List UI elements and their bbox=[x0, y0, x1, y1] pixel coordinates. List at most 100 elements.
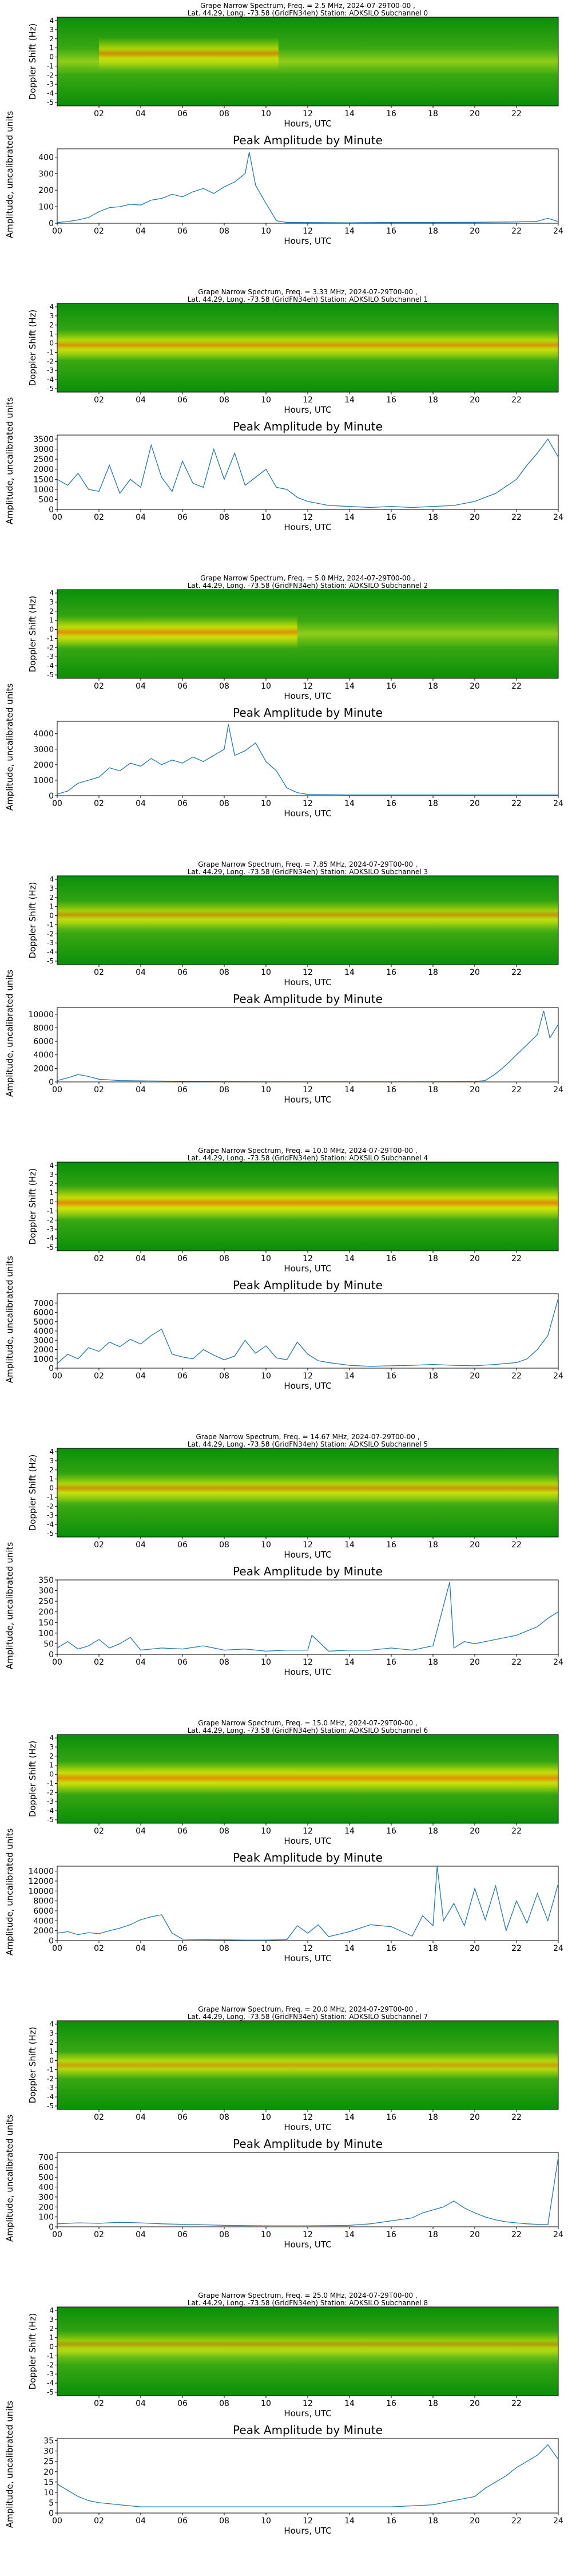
spectrogram-xtick-label: 04 bbox=[136, 396, 146, 405]
spectrogram-xtick-label: 04 bbox=[136, 109, 146, 118]
spectrogram-ytick-label: -2 bbox=[47, 357, 54, 365]
amplitude-xtick-label: 22 bbox=[511, 2516, 522, 2526]
amplitude-ytick-label: 2500 bbox=[33, 455, 54, 464]
spectrogram-ytick-label: -1 bbox=[47, 1493, 54, 1501]
spectrogram-xlabel: Hours, UTC bbox=[284, 1550, 331, 1560]
amplitude-ytick-label: 3000 bbox=[33, 1336, 54, 1345]
spectrogram-ytick-label: 2 bbox=[49, 321, 54, 329]
amplitude-ytick-label: 500 bbox=[38, 2173, 54, 2182]
spectrogram-xtick-label: 12 bbox=[303, 396, 313, 405]
spectrogram-xtick-label: 12 bbox=[303, 109, 313, 118]
spectrogram-ytick-label: -2 bbox=[47, 1788, 54, 1796]
amplitude-ytick-label: 8000 bbox=[33, 1897, 54, 1906]
amplitude-series-line bbox=[57, 724, 558, 796]
spectrogram-ytick-label: -5 bbox=[47, 957, 54, 965]
amplitude-xtick-label: 22 bbox=[511, 1085, 522, 1095]
amplitude-xtick-label: 10 bbox=[261, 1372, 271, 1381]
spectrogram-xtick-label: 12 bbox=[303, 2113, 313, 2122]
amplitude-chart-8: Peak Amplitude by Minute0510152025303500… bbox=[5, 2401, 563, 2536]
amplitude-ytick-label: 6000 bbox=[33, 1907, 54, 1916]
amplitude-title: Peak Amplitude by Minute bbox=[233, 706, 383, 720]
amplitude-xtick-label: 10 bbox=[261, 1085, 271, 1095]
spectrogram-xtick-label: 18 bbox=[428, 396, 438, 405]
spectrogram-ytick-label: -2 bbox=[47, 2075, 54, 2083]
amplitude-chart-6: Peak Amplitude by Minute0200040006000800… bbox=[5, 1828, 563, 1963]
spectrogram-xlabel: Hours, UTC bbox=[284, 2408, 331, 2419]
spectrogram-ytick-label: 0 bbox=[49, 53, 54, 61]
spectrogram-xtick-label: 22 bbox=[511, 682, 522, 691]
spectrogram-ytick-label: -2 bbox=[47, 71, 54, 79]
amplitude-xtick-label: 18 bbox=[428, 1085, 438, 1095]
spectrogram-ytick-label: -4 bbox=[47, 1807, 54, 1815]
spectrogram-title-line1: Grape Narrow Spectrum, Freq. = 7.85 MHz,… bbox=[198, 860, 417, 868]
amplitude-xtick-label: 08 bbox=[219, 799, 229, 808]
spectrogram-xtick-label: 12 bbox=[303, 682, 313, 691]
amplitude-xlabel: Hours, UTC bbox=[284, 1667, 331, 1677]
amplitude-xtick-label: 16 bbox=[386, 2516, 396, 2526]
amplitude-ytick-label: 50 bbox=[43, 1639, 54, 1649]
amplitude-xtick-label: 18 bbox=[428, 1944, 438, 1953]
amplitude-xtick-label: 12 bbox=[303, 1944, 313, 1953]
amplitude-xlabel: Hours, UTC bbox=[284, 808, 331, 819]
spectrogram-xtick-label: 18 bbox=[428, 2399, 438, 2408]
amplitude-xtick-label: 04 bbox=[136, 227, 146, 236]
amplitude-chart-3: Peak Amplitude by Minute0200040006000800… bbox=[5, 970, 563, 1105]
amplitude-ytick-label: 1000 bbox=[33, 776, 54, 785]
spectrogram-xtick-label: 02 bbox=[94, 1254, 104, 1263]
spectrogram-ytick-label: -5 bbox=[47, 1530, 54, 1538]
amplitude-xtick-label: 10 bbox=[261, 227, 271, 236]
spectrogram-ytick-label: 1 bbox=[49, 330, 54, 338]
amplitude-frame bbox=[57, 434, 559, 510]
amplitude-frame bbox=[57, 1293, 559, 1369]
amplitude-frame bbox=[57, 2438, 559, 2514]
spectrogram-ytick-label: 3 bbox=[49, 1743, 54, 1751]
amplitude-xtick-label: 02 bbox=[94, 799, 104, 808]
spectrogram-xtick-label: 14 bbox=[344, 682, 355, 691]
spectrogram-xtick-label: 22 bbox=[511, 2113, 522, 2122]
amplitude-ytick-label: 100 bbox=[38, 1629, 54, 1638]
amplitude-ytick-label: 1500 bbox=[33, 475, 54, 484]
spectrogram-8: Grape Narrow Spectrum, Freq. = 25.0 MHz,… bbox=[27, 2291, 559, 2419]
amplitude-ytick-label: 10000 bbox=[28, 1010, 54, 1020]
spectrogram-ytick-label: 3 bbox=[49, 2316, 54, 2324]
amplitude-frame bbox=[57, 2152, 559, 2227]
spectrogram-signal-band bbox=[57, 615, 297, 649]
amplitude-xtick-label: 18 bbox=[428, 2230, 438, 2239]
amplitude-xtick-label: 22 bbox=[511, 513, 522, 522]
amplitude-frame bbox=[57, 1007, 559, 1082]
amplitude-xtick-label: 02 bbox=[94, 513, 104, 522]
amplitude-xtick-label: 14 bbox=[344, 2230, 355, 2239]
spectrogram-xtick-label: 08 bbox=[219, 1827, 229, 1836]
amplitude-xtick-label: 16 bbox=[386, 1944, 396, 1953]
amplitude-xtick-label: 00 bbox=[52, 1085, 62, 1095]
spectrogram-xlabel: Hours, UTC bbox=[284, 691, 331, 701]
spectrogram-ytick-label: -3 bbox=[47, 1225, 54, 1233]
spectrogram-ytick-label: 1 bbox=[49, 617, 54, 625]
amplitude-series-line bbox=[57, 2444, 559, 2507]
amplitude-xtick-label: 00 bbox=[52, 1372, 62, 1381]
amplitude-xtick-label: 02 bbox=[94, 2230, 104, 2239]
amplitude-ytick-label: 20 bbox=[43, 2468, 54, 2477]
spectrogram-ytick-label: -3 bbox=[47, 80, 54, 88]
amplitude-ytick-label: 0 bbox=[49, 1937, 54, 1946]
amplitude-xtick-label: 10 bbox=[261, 1658, 271, 1667]
amplitude-ylabel: Amplitude, uncalibrated units bbox=[5, 111, 15, 239]
amplitude-ylabel: Amplitude, uncalibrated units bbox=[5, 683, 15, 811]
spectrogram-xtick-label: 10 bbox=[261, 1254, 271, 1263]
spectrogram-ytick-label: 3 bbox=[49, 884, 54, 892]
spectrogram-xtick-label: 16 bbox=[386, 682, 396, 691]
spectrogram-xlabel: Hours, UTC bbox=[284, 2122, 331, 2132]
amplitude-ytick-label: 4000 bbox=[33, 1327, 54, 1336]
amplitude-ytick-label: 600 bbox=[38, 2163, 54, 2172]
spectrogram-xtick-label: 02 bbox=[94, 682, 104, 691]
spectrogram-ytick-label: -3 bbox=[47, 939, 54, 947]
amplitude-xtick-label: 00 bbox=[52, 2230, 62, 2239]
amplitude-xtick-label: 24 bbox=[553, 1658, 563, 1667]
spectrogram-1: Grape Narrow Spectrum, Freq. = 3.33 MHz,… bbox=[27, 288, 559, 415]
amplitude-ytick-label: 6000 bbox=[33, 1309, 54, 1318]
spectrogram-xtick-label: 14 bbox=[344, 109, 355, 118]
spectrogram-ytick-label: 4 bbox=[49, 1734, 54, 1742]
spectrogram-xtick-label: 20 bbox=[470, 1827, 480, 1836]
spectrogram-xtick-label: 22 bbox=[511, 109, 522, 118]
spectrogram-ytick-label: -1 bbox=[47, 2352, 54, 2360]
